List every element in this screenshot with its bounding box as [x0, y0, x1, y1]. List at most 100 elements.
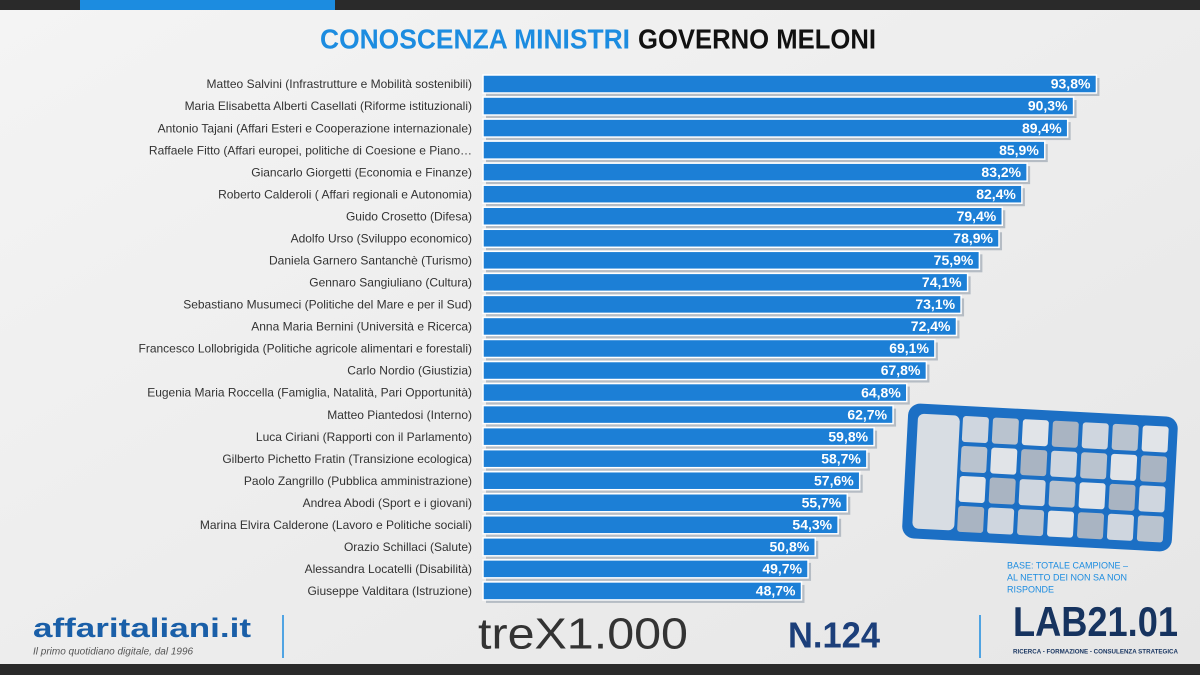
category-label: Luca Ciriani (Rapporti con il Parlamento… — [256, 430, 472, 444]
face — [958, 475, 986, 503]
face-main — [912, 413, 960, 531]
value-label: 55,7% — [802, 494, 842, 510]
category-label: Giuseppe Valditara (Istruzione) — [307, 584, 472, 598]
face — [1051, 420, 1079, 448]
face — [1110, 453, 1138, 481]
value-label: 90,3% — [1028, 98, 1068, 114]
category-label: Matteo Piantedosi (Interno) — [327, 408, 472, 422]
category-label: Maria Elisabetta Alberti Casellati (Rifo… — [185, 99, 472, 113]
value-label: 89,4% — [1022, 120, 1062, 136]
face — [990, 447, 1018, 475]
face — [1136, 515, 1164, 543]
face — [1020, 449, 1048, 477]
base-note-line: BASE: TOTALE CAMPIONE – — [1007, 560, 1128, 570]
bar — [482, 581, 803, 601]
value-label: 49,7% — [762, 561, 802, 577]
face — [1017, 509, 1045, 537]
category-label: Gennaro Sangiuliano (Cultura) — [309, 276, 472, 290]
top-accent — [80, 0, 335, 10]
brand-tagline: Il primo quotidiano digitale, dal 1996 — [33, 647, 194, 658]
value-label: 79,4% — [957, 208, 997, 224]
bar — [482, 470, 861, 491]
value-label: 59,8% — [828, 428, 868, 444]
chart-title-suffix: GOVERNO MELONI — [638, 23, 876, 54]
value-label: 48,7% — [756, 583, 796, 599]
value-label: 82,4% — [976, 186, 1016, 202]
bar — [482, 559, 809, 579]
category-label: Daniela Garnero Santanchè (Turismo) — [269, 253, 472, 267]
value-label: 72,4% — [911, 318, 951, 334]
face — [988, 477, 1016, 505]
bar — [482, 162, 1028, 182]
bar — [482, 426, 875, 447]
value-label: 69,1% — [889, 340, 929, 356]
category-label: Guido Crosetto (Difesa) — [346, 209, 472, 223]
bar — [482, 96, 1075, 116]
value-label: 57,6% — [814, 472, 854, 488]
face — [960, 446, 988, 474]
category-label: Gilberto Pichetto Fratin (Transizione ec… — [222, 452, 472, 466]
face — [1078, 482, 1106, 510]
face — [1018, 479, 1046, 507]
partner-logo: treX1.000 — [478, 610, 688, 659]
bar — [482, 140, 1046, 160]
category-label: Raffaele Fitto (Affari europei, politich… — [149, 143, 472, 157]
lab-logo: LAB21.01 — [1013, 598, 1178, 645]
face — [1021, 419, 1049, 447]
value-label: 67,8% — [881, 362, 921, 378]
face — [961, 416, 989, 444]
value-label: 54,3% — [792, 517, 832, 533]
category-label: Roberto Calderoli ( Affari regionali e A… — [218, 187, 472, 201]
face — [991, 417, 1019, 445]
value-label: 64,8% — [861, 384, 901, 400]
value-label: 62,7% — [847, 406, 887, 422]
top-strip — [0, 0, 1200, 10]
category-label: Anna Maria Bernini (Università e Ricerca… — [251, 320, 472, 334]
category-label: Marina Elvira Calderone (Lavoro e Politi… — [200, 518, 472, 532]
base-note: BASE: TOTALE CAMPIONE – AL NETTO DEI NON… — [1007, 560, 1128, 594]
category-label: Eugenia Maria Roccella (Famiglia, Natali… — [147, 386, 472, 400]
bar — [482, 360, 928, 381]
face — [1141, 425, 1169, 453]
face — [1138, 485, 1166, 513]
face — [1081, 422, 1109, 450]
value-label: 78,9% — [953, 230, 993, 246]
bar — [482, 338, 936, 359]
bottom-strip — [0, 664, 1200, 675]
category-label: Alessandra Locatelli (Disabilità) — [305, 562, 472, 576]
face — [1047, 510, 1075, 538]
bar — [482, 250, 981, 271]
bar — [482, 184, 1023, 204]
photo-collage — [902, 403, 1178, 552]
base-note-line: AL NETTO DEI NON SA NON — [1007, 572, 1127, 582]
collage-faces — [912, 413, 1169, 543]
bar — [482, 316, 958, 337]
bar — [482, 74, 1098, 94]
bar — [482, 515, 839, 535]
bar — [482, 294, 962, 315]
value-label: 58,7% — [821, 450, 861, 466]
issue-number: N.124 — [788, 615, 880, 656]
category-label: Giancarlo Giorgetti (Economia e Finanze) — [251, 165, 472, 179]
face — [1140, 455, 1168, 483]
face — [1077, 512, 1105, 540]
category-label: Antonio Tajani (Affari Esteri e Cooperaz… — [158, 121, 472, 135]
value-label: 83,2% — [981, 164, 1021, 180]
bar — [482, 493, 849, 513]
category-label: Paolo Zangrillo (Pubblica amministrazion… — [244, 474, 472, 488]
face — [1048, 480, 1076, 508]
base-note-line: RISPONDE — [1007, 584, 1054, 594]
face — [1111, 423, 1139, 451]
face — [1050, 450, 1078, 478]
category-label: Adolfo Urso (Sviluppo economico) — [291, 231, 472, 245]
bar — [482, 272, 969, 293]
lab-tagline: RICERCA - FORMAZIONE - CONSULENZA STRATE… — [1013, 650, 1179, 656]
category-label: Carlo Nordio (Giustizia) — [347, 364, 472, 378]
bar — [482, 206, 1004, 226]
brand: affaritaliani.it — [33, 613, 251, 643]
face — [957, 505, 985, 533]
face — [1080, 452, 1108, 480]
bar — [482, 228, 1000, 249]
bar — [482, 448, 868, 469]
value-label: 93,8% — [1051, 76, 1091, 92]
